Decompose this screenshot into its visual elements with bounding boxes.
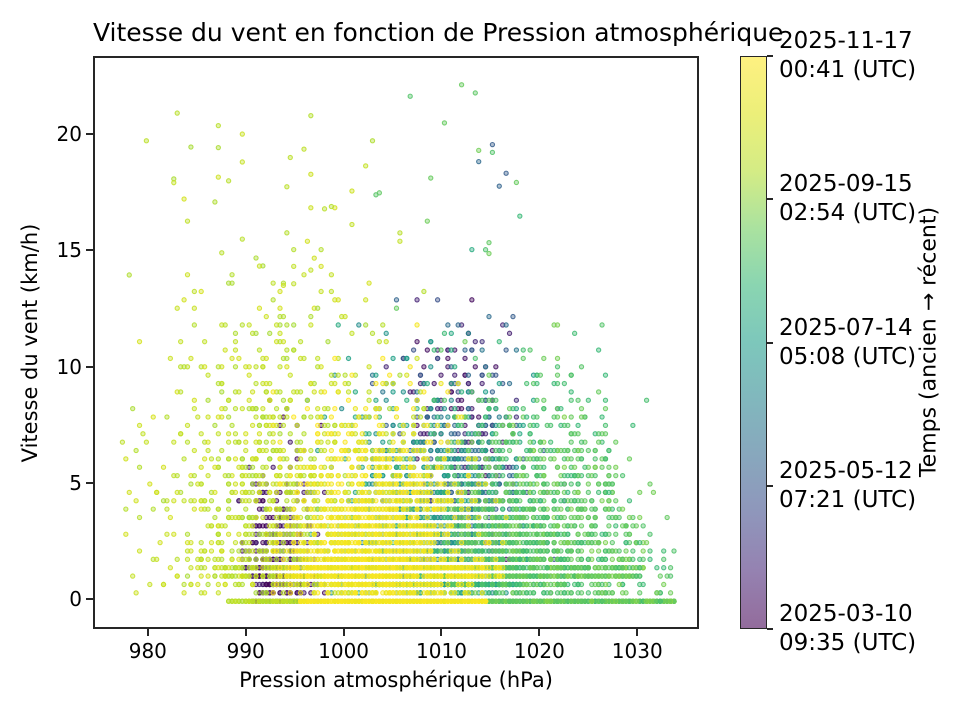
y-tick-label: 20 bbox=[56, 122, 82, 147]
colorbar-label: Temps (ancien → récent) bbox=[916, 206, 942, 478]
y-tick-mark bbox=[86, 598, 93, 601]
y-tick-mark bbox=[86, 133, 93, 136]
colorbar-tick-label: 2025-03-10 09:35 (UTC) bbox=[779, 601, 917, 656]
x-axis-label: Pression atmosphérique (hPa) bbox=[239, 668, 553, 692]
y-tick-mark bbox=[86, 481, 93, 484]
colorbar-tick-mark bbox=[767, 484, 773, 487]
colorbar bbox=[740, 56, 767, 629]
colorbar-tick-mark bbox=[767, 198, 773, 201]
colorbar-tick-mark bbox=[767, 628, 773, 630]
x-tick-label: 980 bbox=[128, 639, 167, 663]
y-tick-mark bbox=[86, 249, 93, 252]
x-tick-mark bbox=[538, 629, 541, 636]
x-tick-label: 1020 bbox=[513, 639, 565, 663]
scatter-points-canvas bbox=[95, 58, 697, 627]
x-tick-label: 1000 bbox=[318, 639, 370, 663]
y-tick-label: 15 bbox=[56, 238, 82, 263]
x-tick-label: 1010 bbox=[416, 639, 467, 663]
colorbar-tick-mark bbox=[767, 55, 773, 57]
colorbar-tick-label: 2025-05-12 07:21 (UTC) bbox=[779, 457, 917, 513]
chart-title: Vitesse du vent en fonction de Pression … bbox=[93, 18, 784, 47]
y-tick-label: 10 bbox=[56, 354, 82, 379]
y-axis-label: Vitesse du vent (km/h) bbox=[18, 223, 42, 463]
x-tick-mark bbox=[440, 629, 443, 636]
colorbar-tick-label: 2025-11-17 00:41 (UTC) bbox=[779, 28, 917, 83]
x-tick-label: 1030 bbox=[611, 639, 663, 663]
x-tick-label: 990 bbox=[226, 639, 265, 663]
x-tick-mark bbox=[146, 629, 149, 636]
y-tick-label: 5 bbox=[69, 470, 82, 495]
plot-area bbox=[93, 56, 699, 629]
colorbar-tick-label: 2025-07-14 05:08 (UTC) bbox=[779, 314, 917, 370]
colorbar-gradient bbox=[741, 57, 766, 628]
y-tick-mark bbox=[86, 365, 93, 368]
colorbar-tick-label: 2025-09-15 02:54 (UTC) bbox=[779, 171, 917, 227]
x-tick-mark bbox=[636, 629, 639, 636]
x-tick-mark bbox=[244, 629, 247, 636]
x-tick-mark bbox=[342, 629, 345, 636]
colorbar-tick-mark bbox=[767, 341, 773, 344]
y-tick-label: 0 bbox=[69, 587, 82, 612]
